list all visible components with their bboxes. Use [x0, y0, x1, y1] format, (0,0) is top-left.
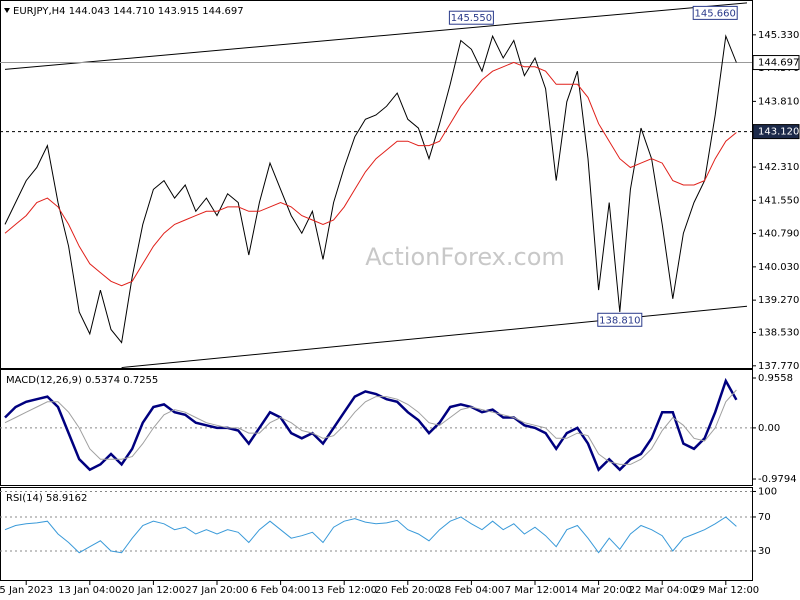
y-tick-label: 141.550 [758, 195, 799, 206]
x-tick-label: 13 Feb 12:00 [311, 585, 377, 596]
series-line [4, 389, 737, 465]
annotation-label: 145.660 [695, 8, 736, 19]
y-tick-label: 139.270 [758, 295, 799, 306]
x-tick-label: 6 Feb 04:00 [251, 585, 310, 596]
panel-title: EURJPY,H4 144.043 144.710 143.915 144.69… [13, 6, 244, 17]
annotation-label: 138.810 [599, 315, 640, 326]
x-tick-label: 20 Feb 20:00 [375, 585, 441, 596]
x-tick-label: 28 Feb 04:00 [439, 585, 505, 596]
symbol-icon [4, 8, 10, 13]
x-tick-label: 5 Jan 2023 [0, 585, 53, 596]
panel-frame [0, 487, 753, 581]
x-tick-label: 27 Jan 20:00 [185, 585, 248, 596]
x-tick-label: 20 Jan 12:00 [122, 585, 185, 596]
y-tick-label: 0.9558 [758, 373, 793, 384]
y-tick-label: 0.00 [758, 423, 780, 434]
y-tick-label: 138.530 [758, 328, 799, 339]
level-label: 144.697 [758, 58, 799, 69]
x-tick-label: 29 Mar 12:00 [692, 585, 759, 596]
trendline [121, 305, 748, 369]
y-tick-label: 140.030 [758, 262, 799, 273]
x-tick-label: 22 Mar 04:00 [629, 585, 696, 596]
panel-title: MACD(12,26,9) 0.5374 0.7255 [6, 375, 158, 386]
y-tick-label: 100 [758, 486, 777, 497]
series-line [4, 516, 737, 554]
y-tick-label: -0.9794 [758, 474, 797, 485]
series-line [4, 61, 737, 287]
y-tick-label: 30 [758, 546, 771, 557]
panel-frame [0, 0, 753, 369]
y-tick-label: 145.330 [758, 30, 799, 41]
annotation-label: 145.550 [451, 13, 492, 24]
level-label: 143.120 [758, 127, 799, 138]
y-tick-label: 140.790 [758, 229, 799, 240]
watermark: ActionForex.com [365, 243, 565, 271]
level-box [752, 55, 800, 71]
x-tick-label: 13 Jan 04:00 [58, 585, 121, 596]
annotation-box [692, 5, 738, 20]
y-tick-label: 137.770 [758, 361, 799, 372]
x-tick-label: 7 Mar 12:00 [505, 585, 565, 596]
y-tick-label: 142.310 [758, 162, 799, 173]
series-line [4, 34, 737, 344]
series-line [4, 377, 738, 472]
panel-title: RSI(14) 58.9162 [6, 493, 87, 504]
annotation-box [448, 10, 494, 25]
x-tick-label: 14 Mar 20:00 [565, 585, 632, 596]
y-tick-label: 143.810 [758, 96, 799, 107]
y-tick-label: 70 [758, 512, 771, 523]
level-box [752, 124, 800, 140]
annotation-box [597, 312, 643, 327]
trendline [4, 2, 748, 70]
